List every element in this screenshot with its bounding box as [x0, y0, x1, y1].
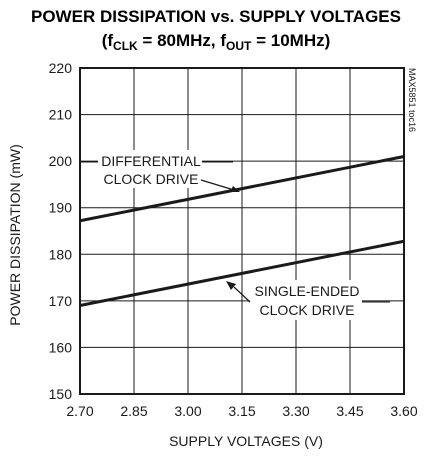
x-axis-label: SUPPLY VOLTAGES (V) — [169, 433, 323, 449]
series-line-single-ended — [79, 239, 405, 307]
figure-code: MAX5851 toc16 — [407, 68, 417, 132]
annotation-differential: DIFFERENTIAL CLOCK DRIVE — [80, 150, 240, 192]
x-tick-label: 2.85 — [120, 403, 147, 419]
subtitle-out-sub: OUT — [226, 39, 252, 53]
subtitle-open: (f — [102, 31, 114, 50]
y-tick-label: 190 — [49, 200, 73, 216]
y-tick-label: 160 — [49, 339, 73, 355]
y-tick-label: 210 — [49, 107, 73, 123]
subtitle-clk-sub: CLK — [113, 39, 138, 53]
y-tick-label: 170 — [49, 293, 73, 309]
chart-subtitle: (fCLK = 80MHz, fOUT = 10MHz) — [102, 31, 331, 53]
y-tick-label: 150 — [49, 386, 73, 402]
subtitle-mid: = 80MHz, f — [138, 31, 227, 50]
annotation-differential-bg — [98, 150, 202, 188]
annotation-single-ended: SINGLE-ENDED CLOCK DRIVE — [226, 280, 390, 320]
annotation-single-ended-bg — [250, 280, 362, 320]
y-tick-label: 200 — [49, 153, 73, 169]
annotation-differential-arrow — [200, 179, 235, 191]
series-lines — [79, 155, 405, 307]
series-line-differential — [79, 155, 405, 223]
x-tick-label: 3.00 — [174, 403, 201, 419]
annotation-single-ended-line2: CLOCK DRIVE — [260, 302, 355, 318]
tick-labels: 2.70 2.85 3.00 3.15 3.30 3.45 3.60 150 160 170 180… — [49, 60, 418, 419]
annotation-single-ended-line1: SINGLE-ENDED — [254, 283, 359, 299]
annotation-single-ended-arrow — [233, 286, 251, 303]
x-tick-label: 3.45 — [336, 403, 363, 419]
y-axis-label: POWER DISSIPATION (mW) — [7, 144, 23, 325]
annotation-differential-arrowhead — [230, 186, 240, 192]
x-tick-label: 3.30 — [282, 403, 309, 419]
x-tick-label: 3.60 — [390, 403, 417, 419]
x-tick-label: 3.15 — [228, 403, 255, 419]
annotation-single-ended-arrowhead — [226, 281, 236, 290]
x-tick-label: 2.70 — [66, 403, 93, 419]
grid — [80, 68, 404, 394]
annotation-differential-line1: DIFFERENTIAL — [101, 153, 201, 169]
y-tick-label: 180 — [49, 246, 73, 262]
plot-frame — [79, 67, 405, 395]
y-tick-label: 220 — [49, 60, 73, 76]
subtitle-close: = 10MHz) — [251, 31, 330, 50]
chart-title: POWER DISSIPATION vs. SUPPLY VOLTAGES — [31, 7, 401, 26]
annotation-differential-line2: CLOCK DRIVE — [104, 171, 199, 187]
